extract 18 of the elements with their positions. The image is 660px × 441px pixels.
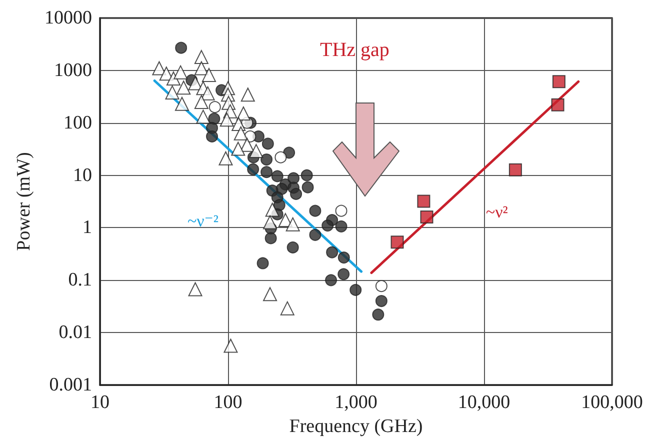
- y-tick-label: 10000: [44, 8, 92, 28]
- x-tick-label: 100: [214, 392, 242, 413]
- x-tick-label: 10,000: [458, 392, 510, 413]
- y-tick-label: 1: [82, 217, 92, 238]
- x-tick-label: 10: [90, 392, 110, 413]
- series-label: ~ν²: [486, 202, 508, 222]
- x-axis-title: Frequency (GHz): [289, 416, 423, 437]
- y-axis-title: Power (mW): [14, 152, 35, 251]
- y-tick-label: 10: [73, 164, 92, 186]
- y-tick-label: 100: [64, 112, 92, 134]
- y-tick-label: 0.01: [58, 322, 92, 344]
- x-tick-label: 100,000: [581, 392, 643, 413]
- y-tick-label: 0.001: [49, 374, 92, 396]
- x-tick-label: 1,000: [334, 392, 378, 413]
- y-tick-label: 1000: [54, 60, 92, 81]
- annotation: THz gap: [320, 39, 390, 61]
- y-tick-label: 0.1: [68, 270, 92, 291]
- text: ~ν⁻²: [187, 212, 218, 231]
